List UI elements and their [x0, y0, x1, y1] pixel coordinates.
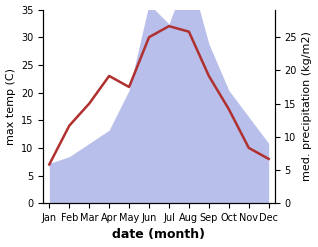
X-axis label: date (month): date (month)	[113, 228, 205, 242]
Y-axis label: med. precipitation (kg/m2): med. precipitation (kg/m2)	[302, 31, 313, 181]
Y-axis label: max temp (C): max temp (C)	[5, 68, 16, 145]
